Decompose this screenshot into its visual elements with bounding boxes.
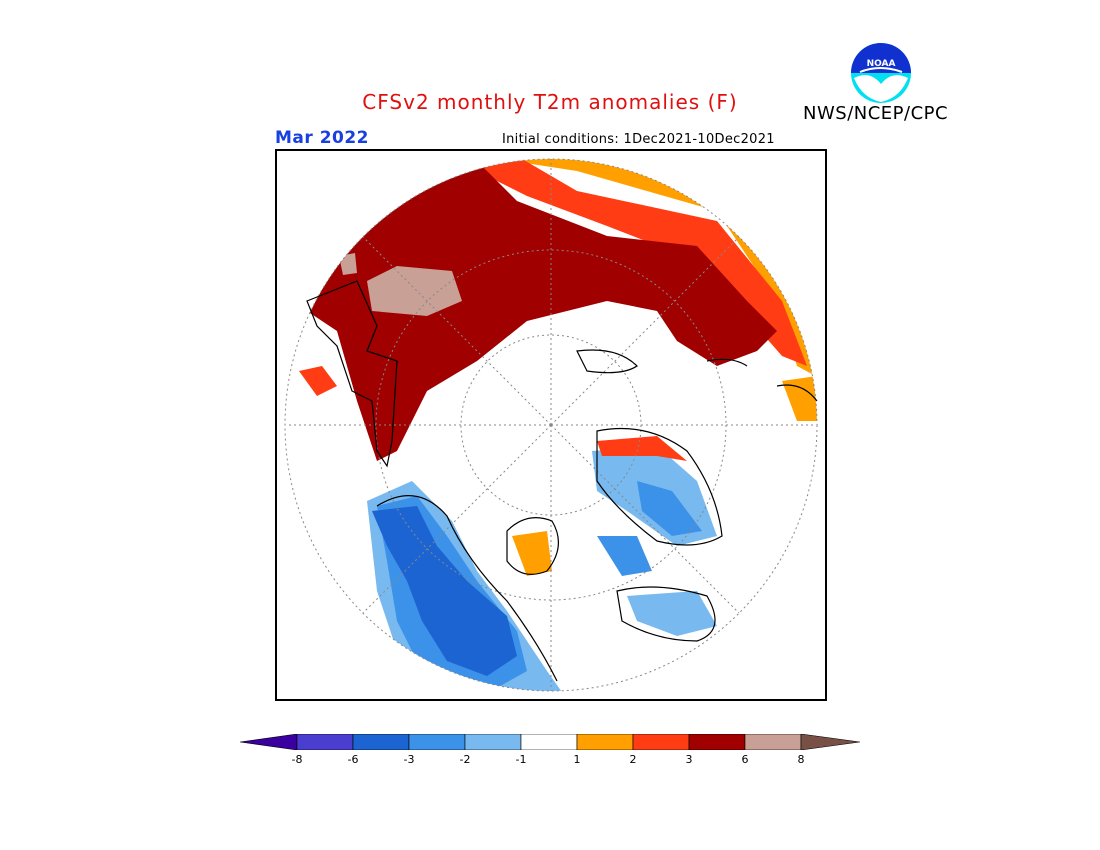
map-frame xyxy=(275,149,827,701)
noaa-logo: NOAA xyxy=(851,43,911,103)
colorbar-tick: 2 xyxy=(629,753,637,766)
organization-label: NWS/NCEP/CPC xyxy=(803,103,949,124)
warm-anomaly-red xyxy=(437,159,807,366)
colorbar-tick: 1 xyxy=(573,753,581,766)
warm-anomaly-archipelago xyxy=(512,531,552,576)
colorbar-tick: 3 xyxy=(685,753,693,766)
colorbar-tick: -3 xyxy=(403,753,415,766)
latitude-gridlines xyxy=(284,158,818,692)
cold-anomaly-namerica-core xyxy=(372,506,517,676)
colorbar-tick: 8 xyxy=(797,753,805,766)
warm-anomaly-patch xyxy=(782,376,817,421)
warm-rim-asia xyxy=(597,436,687,461)
colorbar-tick: -8 xyxy=(291,753,303,766)
polar-map xyxy=(284,158,818,692)
cold-anomaly-asia xyxy=(637,481,702,536)
colorbar-tick: -6 xyxy=(347,753,359,766)
coastlines xyxy=(306,280,818,682)
initial-conditions-label: Initial conditions: 1Dec2021-10Dec2021 xyxy=(502,132,775,147)
valid-month-label: Mar 2022 xyxy=(275,128,370,148)
warm-anomaly-patch xyxy=(299,366,337,396)
map-title: CFSv2 monthly T2m anomalies (F) xyxy=(362,90,738,114)
warm-anomaly-max xyxy=(367,266,462,316)
anomaly-field xyxy=(299,159,817,691)
cold-anomaly-europe xyxy=(627,591,717,636)
cold-anomaly-europe xyxy=(597,536,652,576)
logo-text: NOAA xyxy=(867,59,896,69)
warm-anomaly-darkred xyxy=(307,161,777,461)
colorbar-tick: -2 xyxy=(459,753,471,766)
colorbar-tick: -1 xyxy=(515,753,527,766)
colorbar xyxy=(240,734,860,750)
colorbar-tick: 6 xyxy=(741,753,749,766)
